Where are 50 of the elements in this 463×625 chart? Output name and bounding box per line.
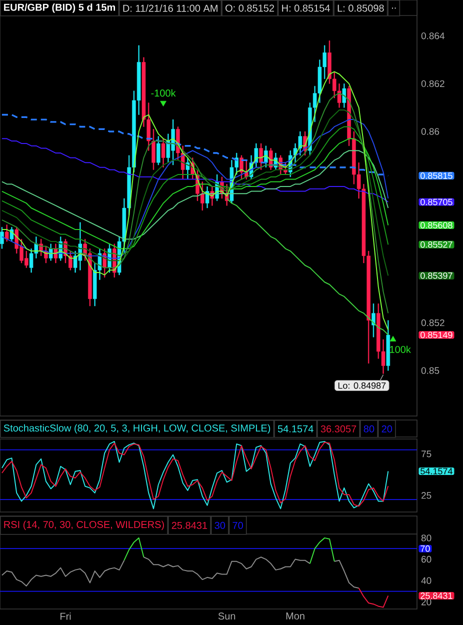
annotation: O: 0.85152 [226, 4, 274, 12]
y-tick-label: 0.85527 [420, 241, 452, 248]
y-tick-label: 0.862 [421, 80, 444, 88]
annotation: D: 11/21/16 11:00 AM [123, 4, 218, 12]
candlestick [0, 227, 4, 249]
y-tick-label: 40 [421, 577, 432, 584]
y-tick-label: 0.85705 [420, 198, 452, 206]
series-label: 54.1574 [278, 425, 314, 432]
y-tick-label: 25.8431 [420, 592, 452, 599]
annotation: L: 0.85098 [338, 4, 384, 12]
line-series [309, 537, 335, 564]
x-tick-label: Fri [60, 612, 71, 620]
ref-line-label: 30 [214, 522, 226, 529]
text: 70 [232, 522, 243, 529]
series-label: -100k [151, 89, 176, 97]
text: 25.8431 [172, 522, 208, 529]
chart-title: RSI (14, 70, 30, CLOSE, WILDERS) [4, 520, 164, 530]
y-tick-label: 0.864 [421, 32, 445, 40]
y-tick-label: 0.852 [421, 319, 444, 326]
series-label: 36.3057 [320, 425, 356, 432]
series-label: 100k [390, 346, 411, 354]
y-tick-label: 60 [422, 556, 432, 563]
annotation: Lo: 0.84987 [338, 382, 386, 389]
ref-line-label: 70 [420, 545, 430, 552]
ref-line-label: 20 [382, 425, 392, 432]
line-series [226, 198, 389, 336]
y-tick-label: 0.85149 [420, 332, 452, 338]
y-tick-label: 25 [421, 492, 432, 499]
x-tick-label: Sun [218, 612, 236, 620]
candlestick [372, 304, 376, 338]
y-tick-label: 0.85815 [420, 172, 452, 179]
candlestick [342, 84, 346, 108]
annotation: .. [392, 8, 396, 9]
line-series [124, 537, 144, 561]
candlestick [161, 138, 166, 168]
y-tick-label: 54.1574 [420, 468, 452, 474]
y-tick-label: 80 [421, 534, 432, 542]
candlestick [156, 136, 160, 166]
y-tick-label: 0.85608 [420, 222, 452, 228]
line-series [358, 588, 389, 608]
y-tick-label: 0.85397 [420, 272, 452, 279]
ref-line-label: 80 [364, 425, 374, 432]
x-tick-label: Mon [286, 612, 304, 620]
annotation: H: 0.85154 [282, 4, 330, 12]
y-tick-label: 0.86 [421, 128, 440, 135]
chart-title: StochasticSlow (80, 20, 5, 3, HIGH, LOW, CLOSE, SIMPLE) [4, 424, 270, 434]
y-tick-label: 0.85 [421, 367, 440, 374]
candlestick [386, 320, 390, 371]
chart-title: EUR/GBP (BID) 5 d 15m [4, 3, 116, 13]
y-tick-label: 75 [422, 450, 432, 458]
